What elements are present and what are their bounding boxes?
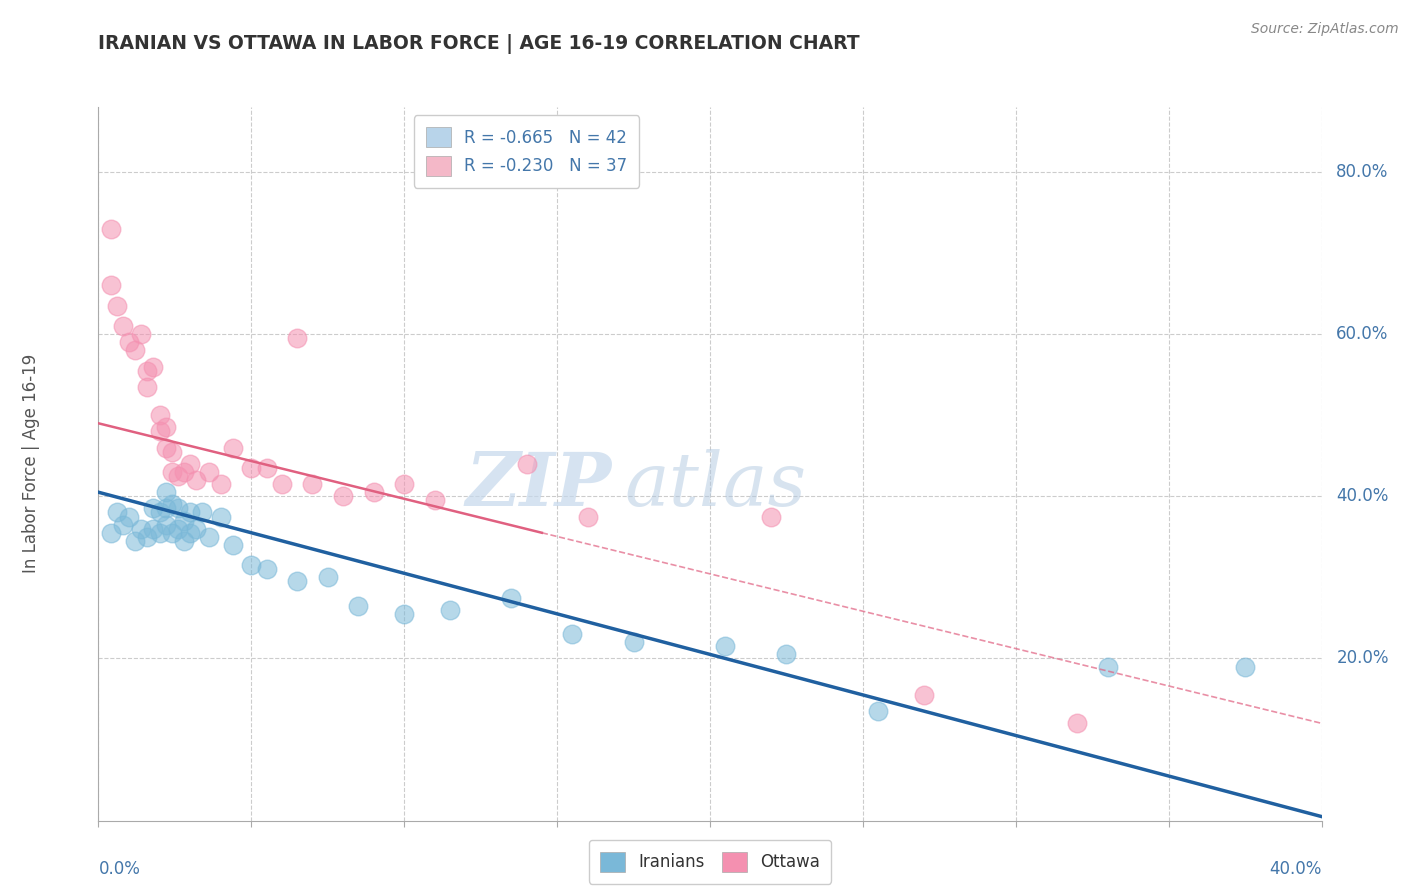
Point (155, 441, 177, 455)
Text: In Labor Force | Age 16-19: In Labor Force | Age 16-19 (22, 354, 41, 574)
Point (423, 493, 446, 508)
Text: atlas: atlas (624, 449, 807, 522)
Point (160, 525, 183, 540)
Point (179, 506, 201, 520)
Point (775, 648, 797, 662)
Point (285, 331, 308, 345)
Point (256, 461, 278, 475)
Point (197, 465, 219, 479)
Point (576, 509, 599, 524)
Point (516, 457, 538, 471)
Point (209, 509, 232, 524)
Point (623, 635, 645, 649)
Text: 60.0%: 60.0% (1336, 325, 1389, 343)
Point (149, 408, 172, 422)
Point (240, 461, 263, 475)
Point (868, 704, 890, 718)
Point (160, 444, 183, 458)
Point (167, 501, 190, 516)
Point (129, 522, 152, 536)
Point (167, 469, 190, 483)
Point (392, 607, 416, 621)
Point (222, 538, 245, 552)
Point (149, 506, 172, 520)
Point (155, 501, 177, 516)
Point (285, 574, 308, 589)
Text: 80.0%: 80.0% (1336, 163, 1389, 181)
Point (316, 570, 339, 584)
Text: IRANIAN VS OTTAWA IN LABOR FORCE | AGE 16-19 CORRELATION CHART: IRANIAN VS OTTAWA IN LABOR FORCE | AGE 1… (98, 34, 860, 54)
Point (118, 509, 141, 524)
Point (501, 591, 523, 605)
Point (347, 599, 370, 613)
Point (912, 688, 935, 702)
Text: 40.0%: 40.0% (1270, 860, 1322, 878)
Point (149, 425, 172, 439)
Text: 20.0%: 20.0% (1336, 649, 1389, 667)
Point (759, 509, 782, 524)
Text: ZIP: ZIP (465, 449, 612, 522)
Text: Source: ZipAtlas.com: Source: ZipAtlas.com (1251, 22, 1399, 37)
Point (105, 506, 128, 520)
Point (100, 278, 122, 293)
Point (186, 522, 208, 536)
Legend: Iranians, Ottawa: Iranians, Ottawa (589, 840, 831, 884)
Point (149, 525, 172, 540)
Point (129, 327, 152, 342)
Text: 0.0%: 0.0% (98, 860, 141, 878)
Point (160, 497, 183, 511)
Point (142, 359, 165, 374)
Text: 40.0%: 40.0% (1336, 487, 1389, 505)
Point (561, 627, 583, 641)
Point (256, 562, 278, 576)
Point (136, 530, 159, 544)
Point (1097, 659, 1119, 673)
Point (191, 506, 214, 520)
Point (1234, 659, 1257, 673)
Point (124, 533, 146, 548)
Point (173, 533, 195, 548)
Point (118, 335, 141, 350)
Point (160, 465, 183, 479)
Point (173, 465, 195, 479)
Point (332, 489, 354, 503)
Point (105, 299, 128, 313)
Point (136, 363, 159, 377)
Point (270, 477, 292, 491)
Point (100, 221, 122, 235)
Point (142, 501, 165, 516)
Point (155, 517, 177, 532)
Point (136, 380, 159, 394)
Point (392, 477, 416, 491)
Point (1066, 716, 1088, 731)
Point (124, 343, 146, 358)
Point (142, 522, 165, 536)
Point (301, 477, 323, 491)
Point (100, 525, 122, 540)
Point (209, 477, 232, 491)
Point (111, 318, 134, 333)
Point (363, 485, 385, 500)
Point (173, 514, 195, 528)
Point (197, 530, 219, 544)
Point (222, 441, 245, 455)
Point (439, 603, 461, 617)
Point (155, 420, 177, 434)
Point (186, 473, 208, 487)
Point (179, 457, 201, 471)
Point (155, 485, 177, 500)
Point (714, 640, 737, 654)
Point (111, 517, 134, 532)
Point (240, 558, 263, 573)
Point (167, 522, 190, 536)
Point (179, 525, 201, 540)
